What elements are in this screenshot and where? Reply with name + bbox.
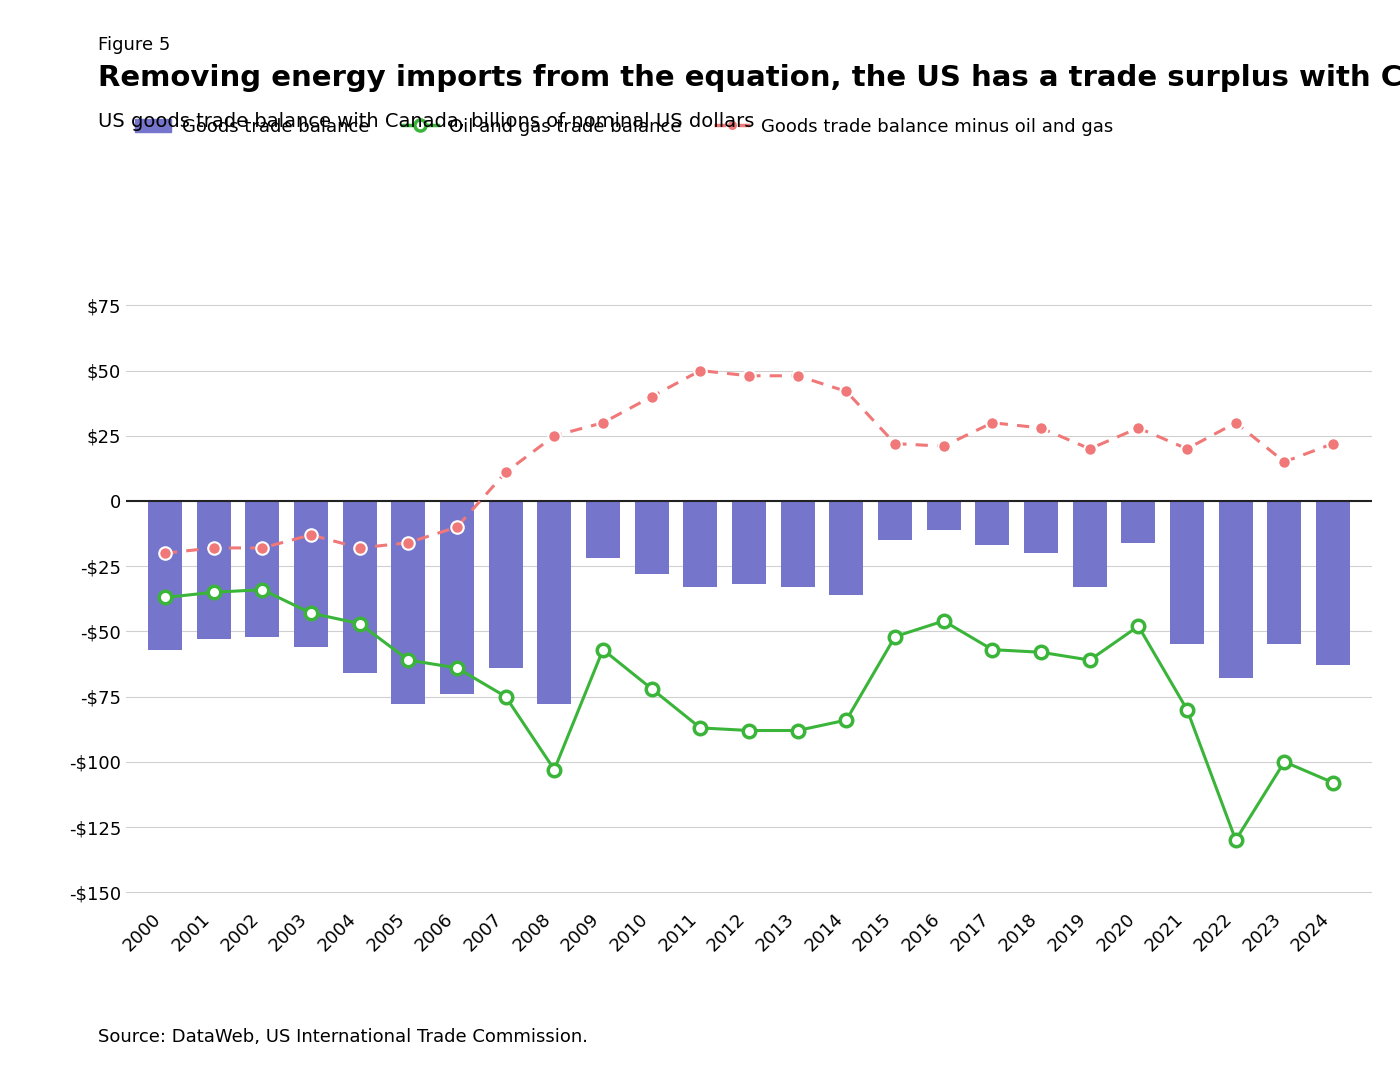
- Bar: [634, 501, 669, 574]
- Bar: [683, 501, 717, 587]
- Bar: [148, 501, 182, 650]
- Bar: [294, 501, 328, 648]
- Bar: [440, 501, 475, 694]
- Legend: Goods trade balance, Oil and gas trade balance, Goods trade balance minus oil an: Goods trade balance, Oil and gas trade b…: [134, 118, 1113, 136]
- Bar: [1316, 501, 1350, 666]
- Bar: [587, 501, 620, 558]
- Bar: [391, 501, 426, 704]
- Bar: [489, 501, 522, 668]
- Bar: [781, 501, 815, 587]
- Bar: [1072, 501, 1107, 587]
- Bar: [1218, 501, 1253, 678]
- Text: Source: DataWeb, US International Trade Commission.: Source: DataWeb, US International Trade …: [98, 1028, 588, 1046]
- Bar: [538, 501, 571, 704]
- Bar: [196, 501, 231, 639]
- Bar: [878, 501, 911, 540]
- Bar: [1121, 501, 1155, 543]
- Bar: [1170, 501, 1204, 644]
- Bar: [927, 501, 960, 529]
- Bar: [245, 501, 280, 637]
- Bar: [829, 501, 864, 595]
- Bar: [976, 501, 1009, 545]
- Bar: [1023, 501, 1058, 553]
- Text: Figure 5: Figure 5: [98, 36, 171, 54]
- Bar: [343, 501, 377, 673]
- Bar: [732, 501, 766, 585]
- Text: Removing energy imports from the equation, the US has a trade surplus with Canad: Removing energy imports from the equatio…: [98, 64, 1400, 92]
- Bar: [1267, 501, 1302, 644]
- Text: US goods trade balance with Canada, billions of nominal US dollars: US goods trade balance with Canada, bill…: [98, 112, 755, 131]
